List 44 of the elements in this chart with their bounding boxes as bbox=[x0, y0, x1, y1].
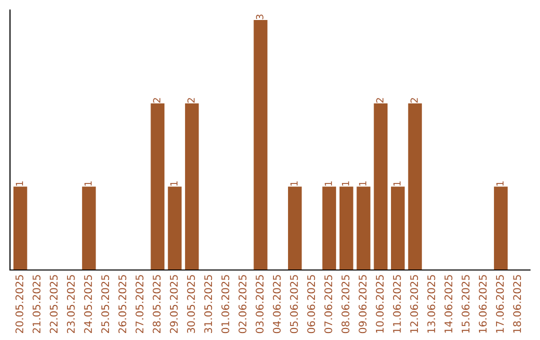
x-tick-label: 03.06.2025 bbox=[256, 275, 264, 334]
data-label: 1 bbox=[84, 181, 92, 186]
data-label: 1 bbox=[290, 181, 298, 186]
data-label: 1 bbox=[170, 181, 178, 186]
x-tick-label: 25.05.2025 bbox=[101, 275, 110, 334]
x-tick-label: 24.05.2025 bbox=[84, 275, 92, 334]
x-tick-label: 11.06.2025 bbox=[393, 275, 401, 333]
data-label: 2 bbox=[410, 98, 418, 103]
x-tick-label: 13.06.2025 bbox=[427, 275, 436, 333]
x-tick-label: 09.06.2025 bbox=[358, 275, 367, 334]
x-tick-label: 27.05.2025 bbox=[136, 275, 144, 334]
data-label: 2 bbox=[187, 98, 195, 103]
x-tick-label: 21.05.2025 bbox=[32, 275, 40, 334]
x-tick-label: 26.05.2025 bbox=[118, 275, 126, 334]
x-tick-label: 29.05.2025 bbox=[170, 275, 178, 334]
data-label: 1 bbox=[324, 181, 332, 186]
data-label: 1 bbox=[393, 181, 401, 186]
x-tick-label: 08.06.2025 bbox=[342, 275, 350, 334]
x-tick-label: 22.05.2025 bbox=[50, 275, 58, 334]
x-tick-label: 17.06.2025 bbox=[496, 275, 504, 333]
data-label: 1 bbox=[496, 181, 504, 186]
x-tick-label: 23.05.2025 bbox=[66, 275, 75, 334]
x-tick-label: 05.06.2025 bbox=[290, 275, 298, 334]
x-tick-label: 01.06.2025 bbox=[221, 275, 230, 334]
x-tick-label: 04.06.2025 bbox=[272, 275, 281, 334]
x-tick-label: 06.06.2025 bbox=[307, 275, 316, 334]
data-label: 1 bbox=[16, 181, 23, 186]
data-label: 3 bbox=[256, 14, 264, 20]
x-tick-label: 28.05.2025 bbox=[152, 275, 161, 334]
x-tick-label: 20.05.2025 bbox=[15, 275, 24, 334]
x-tick-label: 10.06.2025 bbox=[376, 275, 384, 333]
x-tick-label: 31.05.2025 bbox=[204, 275, 212, 334]
x-tick-label: 12.06.2025 bbox=[410, 275, 418, 333]
x-tick-label: 02.06.2025 bbox=[238, 275, 246, 334]
x-tick-label: 15.06.2025 bbox=[462, 275, 470, 333]
x-tick-label: 07.06.2025 bbox=[324, 275, 332, 334]
data-label: 2 bbox=[376, 98, 384, 103]
x-tick-label: 14.06.2025 bbox=[444, 275, 452, 333]
x-tick-label: 30.05.2025 bbox=[187, 275, 195, 334]
data-label: 1 bbox=[359, 181, 366, 186]
x-tick-label: 16.06.2025 bbox=[478, 275, 487, 333]
x-tick-label: 18.06.2025 bbox=[513, 275, 522, 333]
data-label: 2 bbox=[153, 98, 160, 103]
data-label: 1 bbox=[342, 181, 350, 186]
